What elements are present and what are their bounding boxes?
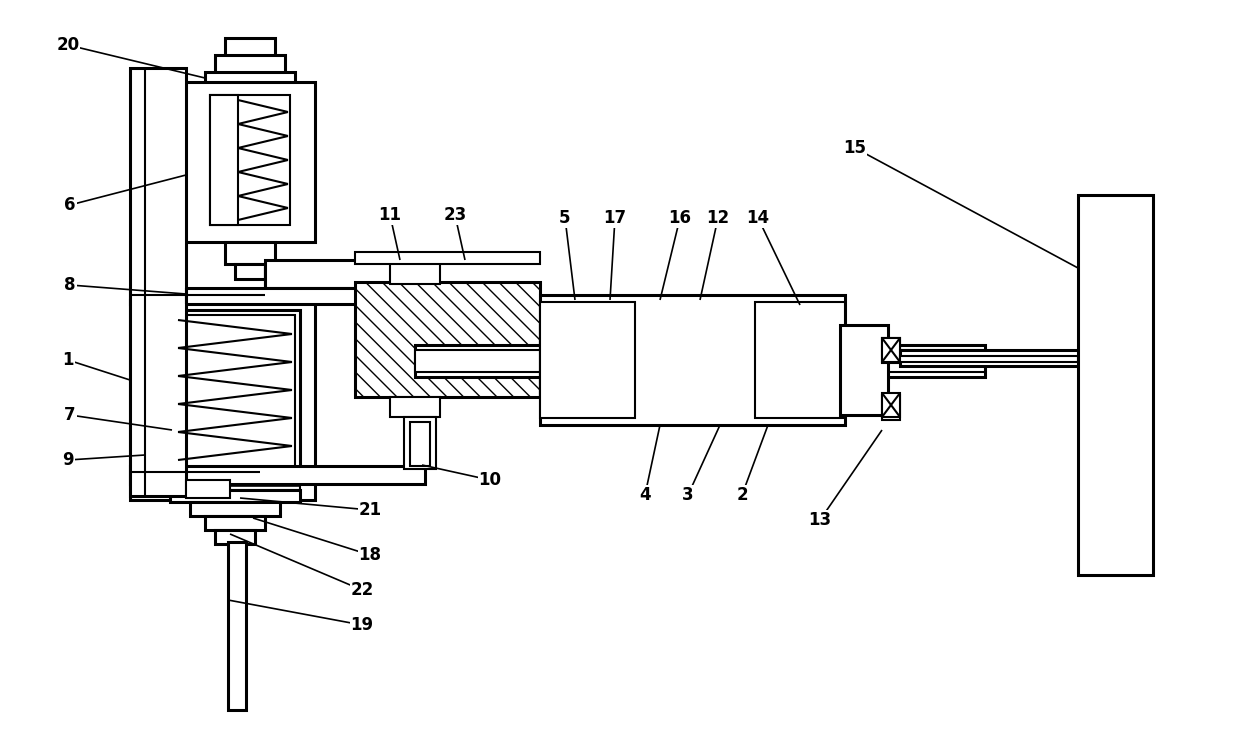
Text: 8: 8	[64, 276, 76, 294]
Bar	[636, 323, 755, 393]
Text: 7: 7	[64, 406, 76, 424]
Text: 12: 12	[706, 209, 730, 227]
Bar	[410, 422, 430, 466]
Bar	[170, 310, 300, 480]
Bar	[882, 338, 900, 362]
Bar	[755, 302, 845, 418]
Bar	[882, 393, 900, 417]
Bar	[204, 516, 265, 530]
Text: 16: 16	[669, 209, 691, 227]
Bar	[404, 417, 436, 469]
Text: 17: 17	[603, 209, 627, 227]
Bar	[145, 305, 167, 493]
Bar	[235, 264, 265, 279]
Text: 15: 15	[844, 139, 866, 157]
Bar	[882, 395, 900, 420]
Bar	[145, 468, 300, 490]
Bar	[130, 288, 415, 304]
Bar	[390, 262, 440, 284]
Bar	[225, 242, 275, 264]
Text: 2: 2	[736, 486, 748, 504]
Bar	[840, 325, 888, 415]
Bar	[130, 68, 186, 496]
Bar	[629, 318, 760, 398]
Bar	[185, 82, 315, 242]
Bar	[356, 282, 540, 397]
Bar	[540, 295, 845, 425]
Bar	[1078, 195, 1154, 575]
Text: 20: 20	[57, 36, 79, 54]
Bar	[265, 260, 410, 288]
Text: 11: 11	[378, 206, 401, 224]
Bar	[186, 480, 230, 498]
Bar	[540, 302, 636, 418]
Bar	[540, 325, 636, 395]
Text: 9: 9	[62, 451, 74, 469]
Bar	[415, 345, 985, 377]
Bar	[130, 300, 315, 500]
Bar	[755, 325, 845, 393]
Bar	[225, 38, 275, 56]
Text: 23: 23	[444, 206, 467, 224]
Bar	[900, 350, 1080, 366]
Text: 18: 18	[358, 546, 382, 564]
Bar	[204, 72, 295, 84]
Bar	[216, 530, 255, 544]
Bar	[175, 315, 295, 475]
Text: 5: 5	[559, 209, 571, 227]
Bar	[900, 356, 1078, 362]
Text: 22: 22	[351, 581, 374, 599]
Bar	[228, 542, 247, 710]
Bar	[356, 252, 540, 264]
Text: 6: 6	[64, 196, 76, 214]
Text: 19: 19	[351, 616, 374, 634]
Text: 21: 21	[358, 501, 382, 519]
Bar	[390, 397, 440, 417]
Text: 10: 10	[478, 471, 502, 489]
Bar	[882, 338, 900, 363]
Text: 4: 4	[639, 486, 650, 504]
Text: 1: 1	[62, 351, 74, 369]
Bar	[130, 466, 425, 484]
Bar	[209, 95, 238, 225]
Text: 3: 3	[683, 486, 694, 504]
Bar	[170, 490, 300, 502]
Text: 14: 14	[746, 209, 769, 227]
Text: 13: 13	[808, 511, 831, 529]
Bar	[190, 502, 280, 516]
Bar	[415, 350, 985, 372]
Bar	[209, 95, 290, 225]
Bar	[216, 55, 285, 73]
Bar	[265, 268, 410, 286]
